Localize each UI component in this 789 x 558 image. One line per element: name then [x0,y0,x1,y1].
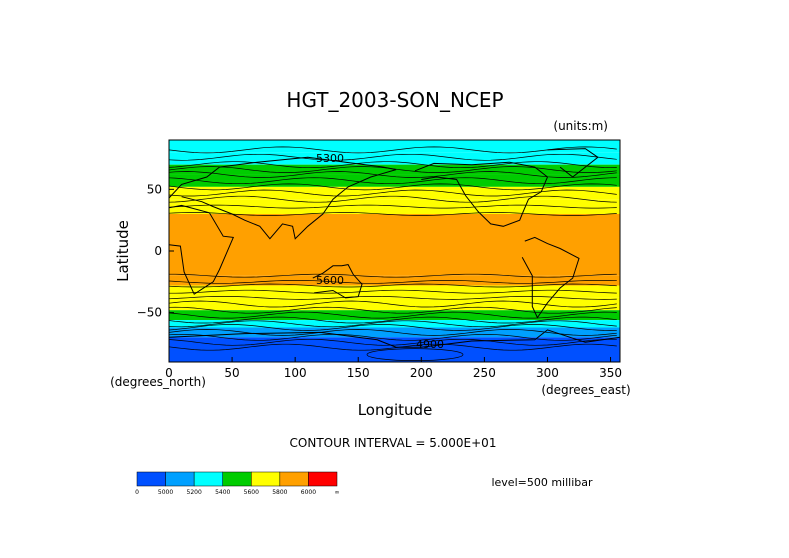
coastline-0 [168,204,235,295]
contour-line-22 [168,329,617,336]
units-note: (units:m) [553,119,608,133]
contour-line-7 [168,189,617,197]
contour-line-19 [168,316,617,324]
x-tick-label-50: 50 [224,366,239,380]
lat-band-11 [169,320,620,328]
lat-band-13 [169,337,620,362]
contour-line-15 [168,296,617,300]
colorbar-label-0: 0 [135,489,139,496]
lat-band-6 [169,214,620,276]
contour-line-2 [168,161,617,169]
x-axis-ticks: 0 50 100 150 200 250 300 350 [165,357,622,380]
contour-line-21 [168,324,617,331]
contour-line-14 [169,289,617,294]
coastline-2 [312,264,363,299]
contour-line-17 [168,306,617,314]
contour-line-23 [168,333,617,341]
contour-line-18 [168,311,617,319]
y-axis-ticks: 50 0 −50 [137,182,174,320]
contour-label-south: 5600 [316,274,344,287]
colorbar-swatch-1 [165,471,195,487]
chart-title: HGT_2003-SON_NCEP [286,88,503,112]
colorbar-swatch-3 [222,471,252,487]
lat-band-5 [169,199,620,214]
x-tick-label-200: 200 [410,366,433,380]
y-axis-label: Latitude [114,220,132,282]
coastline-3 [414,161,549,227]
polar-contour [366,348,464,361]
lat-band-10 [169,310,620,321]
x-tick-label-350: 350 [599,366,622,380]
colorbar-label-4: 5600 [244,489,259,496]
x-tick-label-250: 250 [473,366,496,380]
contour-line-10 [168,212,617,216]
y-tick-label-50: 50 [147,182,162,196]
coastline-1 [168,156,397,240]
map-plot-area [168,140,621,362]
colorbar-label-7: ∞ [335,489,340,496]
x-tick-label-150: 150 [347,366,370,380]
contour-line-16 [168,300,617,308]
coastline-5 [547,148,599,178]
contour-line-5 [168,177,617,185]
colorbar-label-5: 5800 [272,489,287,496]
x-tick-label-100: 100 [284,366,307,380]
colorbar-swatch-6 [308,471,338,487]
coastline-4 [521,236,580,319]
colorbar-label-3: 5400 [215,489,230,496]
lat-band-0 [169,140,620,153]
lat-band-8 [169,285,620,298]
x-unit-label: (degrees_east) [541,383,630,397]
colorbar-swatch-0 [136,471,166,487]
y-tick-label-0: 0 [154,244,162,258]
contour-line-8 [168,195,617,203]
lat-band-7 [169,275,620,286]
level-text: level=500 millibar [491,476,593,489]
contour-line-12 [168,279,617,284]
x-axis-label: Longitude [358,401,433,419]
colorbar-label-2: 5200 [187,489,202,496]
colorbar-label-1: 5000 [158,489,173,496]
contour-line-13 [168,283,617,288]
contour-line-20 [168,320,617,328]
colorbar-label-6: 6000 [301,489,316,496]
y-tick-label--50: −50 [137,306,162,320]
colorbar-swatch-4 [251,471,281,487]
y-unit-label: (degrees_north) [110,375,206,389]
contour-interval-text: CONTOUR INTERVAL = 5.000E+01 [290,436,497,450]
x-tick-label-0: 0 [165,366,173,380]
colorbar-swatch-5 [279,471,309,487]
x-tick-label-300: 300 [536,366,559,380]
contour-line-4 [168,171,617,178]
colorbar: 0 5000 5200 5400 5600 5800 6000 ∞ [135,471,340,496]
contour-line-25 [168,343,617,351]
lat-band-4 [169,186,620,200]
contour-line-11 [169,273,617,278]
contour-label-polar: 4900 [416,338,444,351]
contour-label-north: 5300 [316,152,344,165]
coastline-6 [168,329,621,348]
contour-line-0 [168,146,617,154]
colorbar-swatch-2 [193,471,223,487]
contour-line-24 [168,338,617,346]
contour-line-9 [168,204,617,209]
contour-line-1 [168,153,617,161]
